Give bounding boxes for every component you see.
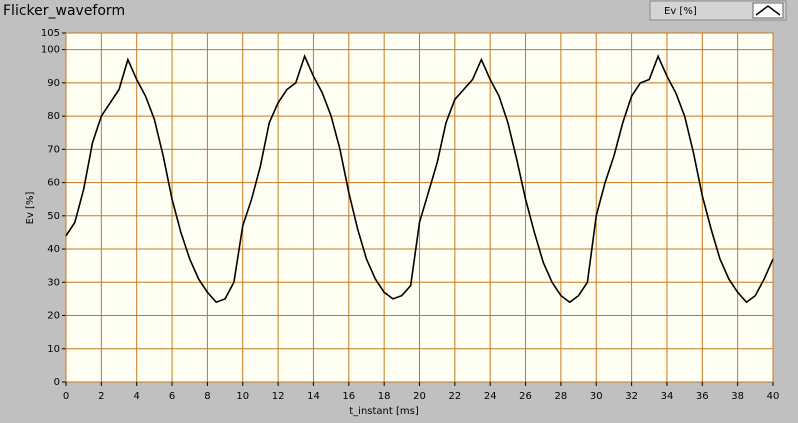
x-tick-label: 32 (625, 391, 638, 402)
x-tick-label: 36 (696, 391, 709, 402)
y-tick-label: 90 (47, 78, 60, 89)
x-tick-label: 30 (590, 391, 603, 402)
x-tick-label: 6 (169, 391, 175, 402)
x-tick-label: 34 (661, 391, 674, 402)
x-tick-label: 0 (63, 391, 69, 402)
y-tick-label: 10 (47, 344, 60, 355)
y-tick-label: 40 (47, 244, 60, 255)
x-tick-label: 4 (134, 391, 140, 402)
data-line (65, 54, 774, 304)
y-tick-label: 105 (41, 28, 60, 39)
legend-icon (752, 2, 784, 19)
legend (649, 0, 787, 21)
x-tick-label: 8 (204, 391, 210, 402)
y-tick-label: 0 (54, 377, 60, 388)
x-tick-label: 22 (448, 391, 461, 402)
x-tick-label: 38 (731, 391, 744, 402)
x-tick-label: 12 (272, 391, 285, 402)
x-tick-label: 18 (378, 391, 391, 402)
x-tick-label: 14 (307, 391, 320, 402)
x-tick-label: 16 (342, 391, 355, 402)
y-tick-label: 20 (47, 311, 60, 322)
y-tick-label: 70 (47, 144, 60, 155)
x-tick-label: 40 (767, 391, 780, 402)
x-tick-label: 24 (484, 391, 497, 402)
y-axis-label: Ev [%] (25, 192, 36, 225)
x-tick-label: 10 (236, 391, 249, 402)
y-tick-label: 30 (47, 277, 60, 288)
y-tick-label: 100 (41, 45, 60, 56)
legend-label: Ev [%] (664, 6, 697, 17)
x-tick-label: 28 (555, 391, 568, 402)
legend-swatch (755, 5, 781, 16)
x-tick-label: 2 (98, 391, 104, 402)
x-axis-label: t_instant [ms] (349, 406, 419, 417)
y-tick-label: 80 (47, 111, 60, 122)
y-tick-label: 60 (47, 178, 60, 189)
x-tick-label: 26 (519, 391, 532, 402)
y-tick-label: 50 (47, 211, 60, 222)
chart-title: Flicker_waveform (3, 3, 125, 19)
x-tick-label: 20 (413, 391, 426, 402)
